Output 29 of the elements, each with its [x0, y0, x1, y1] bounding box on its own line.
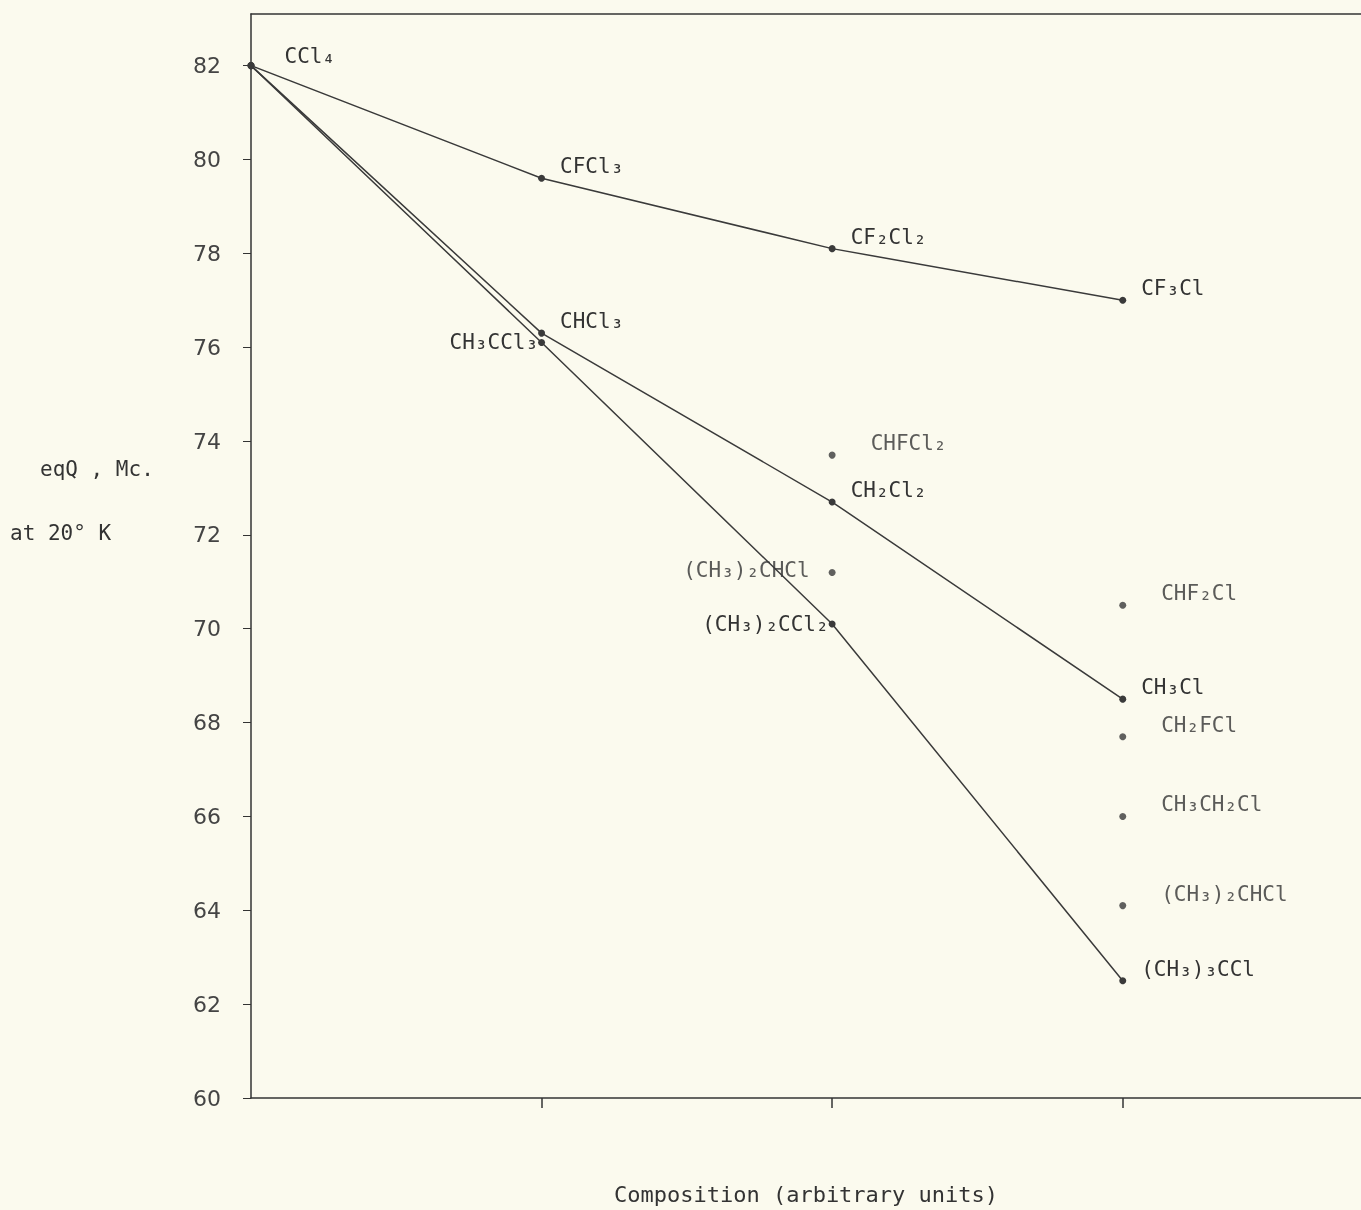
- data-label: CFCl₃: [560, 154, 624, 179]
- data-label: CH₃CH₂Cl: [1161, 792, 1263, 817]
- text: eqQ , Mc. at 20° K: [10, 456, 154, 545]
- y-tick-label: 78: [193, 240, 221, 266]
- data-label: (CH₃)₂CCl₂: [702, 612, 829, 637]
- data-label: (CH₃)₂CHCl: [1161, 881, 1288, 906]
- data-label: (CH₃)₃CCl: [1141, 956, 1256, 981]
- x-axis-title: Composition (arbitrary units): [613, 1181, 999, 1207]
- data-label: CHF₂Cl: [1161, 581, 1238, 606]
- data-label: CF₂Cl₂: [850, 224, 927, 249]
- y-tick-label: 76: [193, 334, 221, 360]
- data-label: CCl₄: [284, 43, 336, 68]
- y-tick-label: 82: [193, 53, 221, 79]
- data-label: CH₂Cl₂: [850, 478, 927, 503]
- data-label: CH₃CCl₃: [449, 330, 539, 355]
- y-tick-label: 80: [193, 146, 221, 172]
- data-label: CH₂FCl: [1161, 712, 1238, 737]
- y-tick-label: 72: [193, 522, 221, 548]
- y-tick-label: 68: [193, 710, 221, 736]
- y-tick-label: 64: [193, 897, 221, 923]
- y-tick-label: 62: [193, 991, 221, 1017]
- data-label: CHCl₃: [560, 309, 624, 334]
- y-tick-label: 60: [193, 1085, 221, 1111]
- data-label: CH₃Cl: [1141, 675, 1205, 700]
- y-tick-label: 74: [193, 428, 221, 454]
- data-label: CHFCl₂: [870, 431, 947, 456]
- y-tick-label: 66: [193, 803, 221, 829]
- y-tick-label: 70: [193, 616, 221, 642]
- data-label: CF₃Cl: [1141, 276, 1205, 301]
